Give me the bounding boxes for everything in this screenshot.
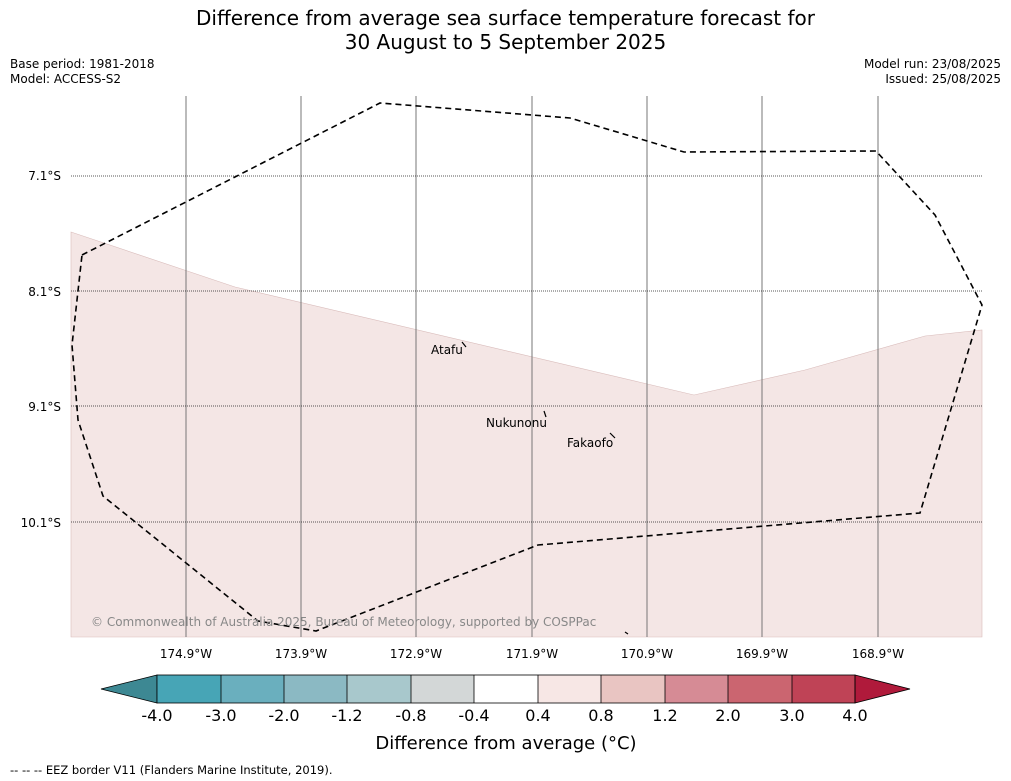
- colorbar-bin: [792, 675, 855, 703]
- chart-title: Difference from average sea surface temp…: [0, 6, 1011, 54]
- colorbar-bin: [665, 675, 728, 703]
- colorbar-tick-label: 1.2: [652, 706, 677, 725]
- fakaofo-island: [609, 432, 616, 439]
- meta-left: Base period: 1981-2018 Model: ACCESS-S2: [10, 57, 155, 87]
- colorbar-tick-label: -1.2: [331, 706, 362, 725]
- colorbar-bin: [411, 675, 474, 703]
- colorbar-label: Difference from average (°C): [375, 733, 636, 754]
- colorbar-bin: [538, 675, 601, 703]
- colorbar-tick-label: -3.0: [205, 706, 236, 725]
- colorbar-tick-label: 0.4: [525, 706, 550, 725]
- title-line-2: 30 August to 5 September 2025: [344, 30, 667, 54]
- lon-label: 173.9°W: [275, 647, 327, 661]
- atafu-island: [461, 341, 467, 348]
- lat-label: 10.1°S: [21, 516, 61, 530]
- colorbar-bin: [221, 675, 284, 703]
- footnote: -- -- -- EEZ border V11 (Flanders Marine…: [10, 763, 333, 777]
- issued-date: Issued: 25/08/2025: [885, 72, 1001, 86]
- colorbar-tick-label: 0.8: [588, 706, 613, 725]
- colorbar-bin: [347, 675, 411, 703]
- eez-boundary: [71, 102, 983, 632]
- colorbar-bin: [157, 675, 221, 703]
- map-area: Atafu Nukunonu Fakaofo © Commonwealth of…: [70, 96, 983, 638]
- colorbar-tick-label: 2.0: [715, 706, 740, 725]
- meta-right: Model run: 23/08/2025 Issued: 25/08/2025: [864, 57, 1001, 87]
- place-label-atafu: Atafu: [431, 343, 463, 357]
- nukunonu-island: [543, 410, 547, 418]
- colorbar-extend-high: [854, 674, 911, 704]
- colorbar-bin: [474, 675, 538, 703]
- lat-label: 8.1°S: [28, 285, 61, 299]
- colorbar-tick-label: -0.8: [395, 706, 426, 725]
- islands: [461, 341, 629, 635]
- colorbar: -4.0 -3.0 -2.0 -1.2 -0.8 -0.4 0.4 0.8 1.…: [100, 674, 911, 754]
- colorbar-tick-label: -0.4: [458, 706, 489, 725]
- model-run: Model run: 23/08/2025: [863, 57, 1001, 71]
- lat-label: 7.1°S: [28, 169, 61, 183]
- colorbar-bin: [728, 675, 792, 703]
- lon-label: 169.9°W: [736, 647, 788, 661]
- swains-island: [624, 631, 629, 635]
- colorbar-extend-low: [100, 674, 158, 704]
- colorbar-tick-label: 4.0: [842, 706, 867, 725]
- colorbar-dividers: [156, 674, 856, 704]
- anomaly-region: [70, 231, 983, 638]
- lon-label: 174.9°W: [160, 647, 212, 661]
- copyright-text: © Commonwealth of Australia 2025, Bureau…: [91, 615, 596, 629]
- lon-label: 170.9°W: [621, 647, 673, 661]
- colorbar-bin: [601, 675, 665, 703]
- colorbar-tick-label: 3.0: [779, 706, 804, 725]
- base-period: Base period: 1981-2018: [10, 57, 155, 71]
- lat-label: 9.1°S: [28, 400, 61, 414]
- lon-label: 168.9°W: [852, 647, 904, 661]
- place-label-nukunonu: Nukunonu: [486, 416, 547, 430]
- colorbar-tick-label: -2.0: [268, 706, 299, 725]
- colorbar-bin: [284, 675, 347, 703]
- colorbar-tick-label: -4.0: [141, 706, 172, 725]
- lon-label: 171.9°W: [506, 647, 558, 661]
- lon-label: 172.9°W: [390, 647, 442, 661]
- title-line-1: Difference from average sea surface temp…: [195, 6, 815, 30]
- place-label-fakaofo: Fakaofo: [567, 436, 613, 450]
- model-name: Model: ACCESS-S2: [10, 72, 122, 86]
